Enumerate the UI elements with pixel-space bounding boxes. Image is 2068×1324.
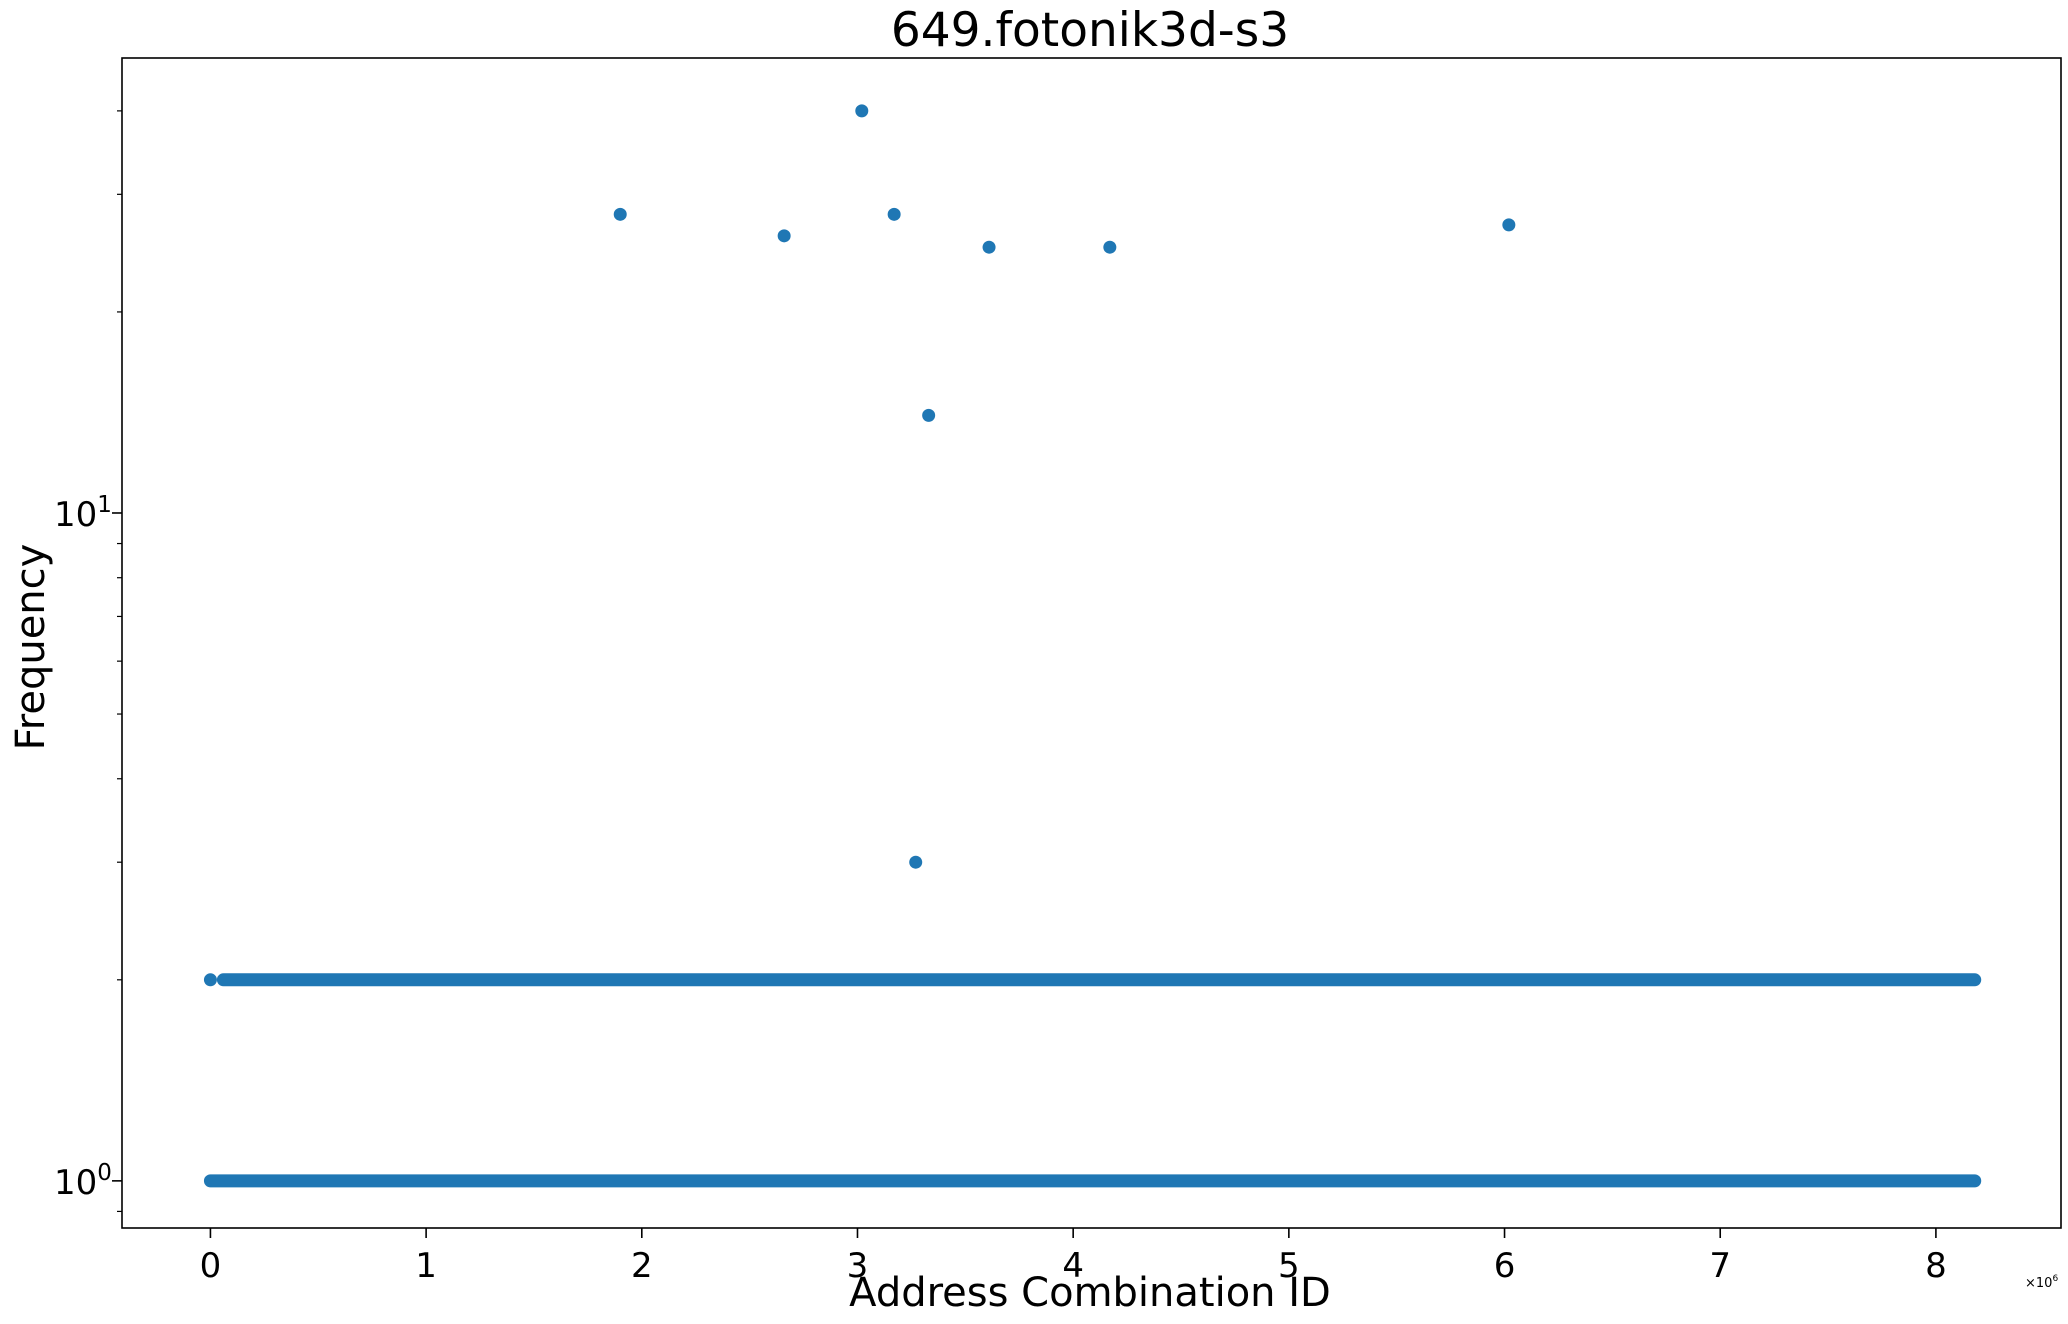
dense-bands (203, 973, 1982, 1188)
data-point-2 (777, 229, 791, 243)
x-tick-label-2: 2 (631, 1246, 653, 1286)
plot-frame (121, 57, 2062, 1229)
y-tick-label-1: 101 (54, 492, 112, 535)
x-tick-label-6: 6 (1494, 1246, 1516, 1286)
data-point-1 (613, 207, 627, 221)
data-point-6 (922, 408, 936, 422)
data-point-0 (203, 973, 217, 987)
y-axis-ticks: 100 101 (54, 110, 122, 1213)
outlier-points (203, 104, 1516, 987)
data-point-9 (1502, 218, 1516, 232)
data-point-7 (982, 240, 996, 254)
x-tick-label-4: 4 (1062, 1246, 1084, 1286)
x-tick-label-5: 5 (1278, 1246, 1300, 1286)
x-tick-label-8: 8 (1925, 1246, 1947, 1286)
x-offset-base: ×10 (2025, 1276, 2052, 1291)
x-tick-label-3: 3 (847, 1246, 869, 1286)
data-point-5 (909, 855, 923, 869)
data-point-8 (1103, 240, 1117, 254)
x-tick-label-0: 0 (200, 1246, 222, 1286)
x-axis-offset-label: ×106 (2025, 1274, 2058, 1291)
plot-area (121, 57, 2062, 1229)
x-tick-label-7: 7 (1709, 1246, 1731, 1286)
y-axis-label: Frequency (8, 544, 54, 751)
data-point-4 (887, 207, 901, 221)
x-tick-label-1: 1 (415, 1246, 437, 1286)
x-axis-label: Address Combination ID (849, 1270, 1331, 1316)
x-offset-exponent: 6 (2052, 1274, 2058, 1284)
x-axis-ticks: 0 1 2 3 4 5 6 7 8 (200, 1228, 1947, 1286)
data-point-3 (855, 104, 869, 118)
y-tick-label-0: 100 (54, 1160, 112, 1203)
chart-title: 649.fotonik3d-s3 (891, 3, 1289, 58)
